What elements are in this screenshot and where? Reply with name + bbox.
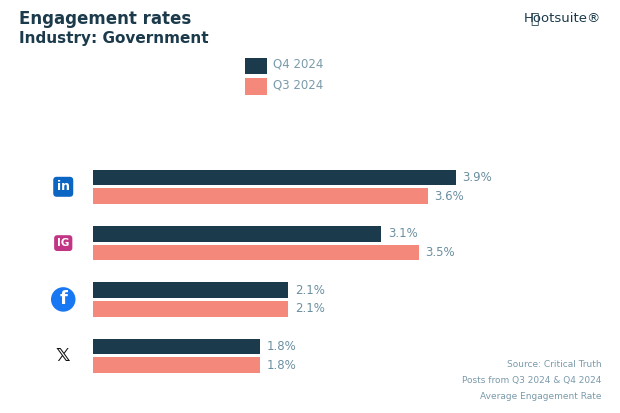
Text: Source: Critical Truth: Source: Critical Truth bbox=[507, 360, 601, 369]
Bar bbox=[93, 188, 428, 204]
Bar bbox=[93, 226, 381, 242]
Bar bbox=[93, 244, 418, 260]
Text: 2.1%: 2.1% bbox=[295, 284, 325, 297]
Bar bbox=[93, 339, 260, 354]
Text: 3.6%: 3.6% bbox=[434, 190, 464, 203]
Text: f: f bbox=[60, 290, 67, 309]
Text: 1.8%: 1.8% bbox=[267, 358, 296, 372]
Text: 2.1%: 2.1% bbox=[295, 302, 325, 315]
Text: Average Engagement Rate: Average Engagement Rate bbox=[480, 392, 601, 401]
Text: 🦉: 🦉 bbox=[530, 12, 539, 26]
Text: in: in bbox=[57, 180, 69, 193]
Text: 1.8%: 1.8% bbox=[267, 340, 296, 353]
Bar bbox=[93, 301, 288, 317]
Text: Industry: Government: Industry: Government bbox=[19, 31, 208, 46]
Text: Engagement rates: Engagement rates bbox=[19, 10, 191, 28]
Text: 3.9%: 3.9% bbox=[462, 171, 492, 184]
Text: Hootsuite®: Hootsuite® bbox=[524, 12, 601, 25]
Text: Q4 2024: Q4 2024 bbox=[273, 57, 323, 71]
Bar bbox=[93, 282, 288, 298]
Text: 3.5%: 3.5% bbox=[425, 246, 454, 259]
Text: IG: IG bbox=[57, 238, 69, 248]
Text: Posts from Q3 2024 & Q4 2024: Posts from Q3 2024 & Q4 2024 bbox=[462, 376, 601, 385]
Text: Q3 2024: Q3 2024 bbox=[273, 78, 323, 91]
Bar bbox=[93, 170, 456, 185]
Bar bbox=[93, 357, 260, 373]
Text: 3.1%: 3.1% bbox=[388, 227, 417, 240]
Text: 𝕏: 𝕏 bbox=[56, 347, 71, 365]
